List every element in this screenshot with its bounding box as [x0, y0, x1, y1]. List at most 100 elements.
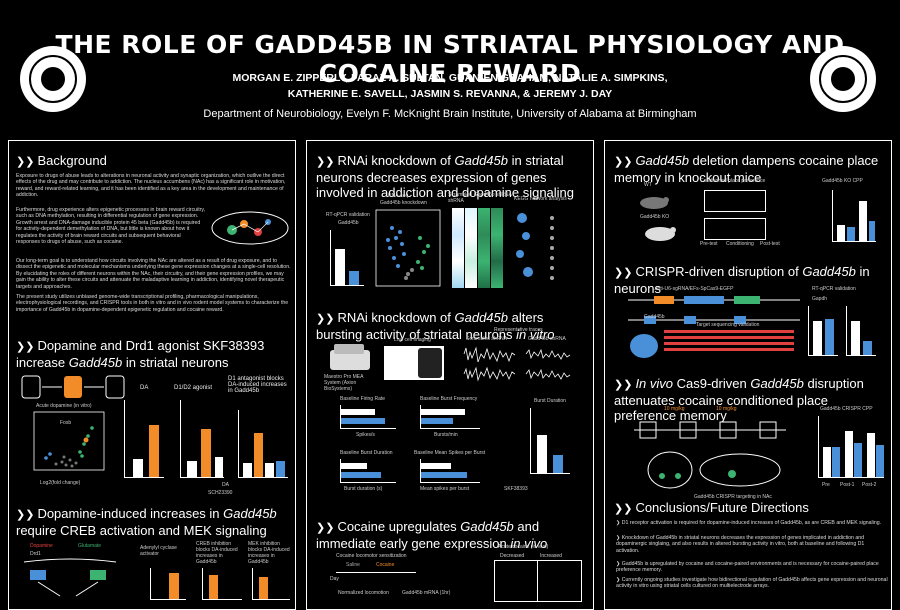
chart3-title: Baseline Burst Duration — [340, 450, 393, 456]
live-imaging-image — [384, 346, 444, 380]
rt-qpcr-label: RT-qPCR validation — [326, 212, 370, 218]
cpp-label: Conditioned place preference — [700, 178, 766, 184]
antagonist-bar-2 — [254, 433, 263, 477]
crispr-cpp-bar-1 — [823, 447, 831, 477]
chart3-bar-shrna — [341, 472, 381, 478]
representative-traces — [463, 346, 571, 382]
adenylyl-bar — [169, 573, 179, 599]
poster-title: THE ROLE OF GADD45B IN STRIATAL PHYSIOLO… — [55, 30, 845, 88]
chart4-bar-scrambled — [421, 463, 451, 469]
burst-duration-bar-shrna — [553, 455, 563, 473]
increased-label: Increased — [540, 553, 562, 559]
kegg-network-plot — [516, 213, 554, 280]
crispr-cpp-x1: Pre — [822, 482, 830, 488]
cpp-apparatus-2 — [704, 218, 766, 240]
cond-label: Conditioning — [726, 241, 754, 247]
live-imaging-label: Live cell imaging — [394, 337, 431, 343]
crispr-cpp-x2: Post-1 — [840, 482, 855, 488]
chart1-title: Baseline Firing Rate — [340, 396, 386, 402]
background-heading: ❯❯ Background — [16, 153, 107, 168]
mek-bar-axis — [252, 568, 290, 600]
cpp-apparatus — [704, 190, 766, 212]
targeting-label: Gadd45b CRISPR targeting in NAc — [694, 494, 772, 500]
authors-line-1: MORGAN E. ZIPPERLY, FARAZ A. SULTAN, GUA… — [232, 72, 668, 84]
gadd45b-crispr-bar-1 — [851, 321, 860, 355]
chart2-title: Baseline Burst Frequency — [420, 396, 478, 402]
creb-bar — [209, 575, 218, 599]
authors-line-2: KATHERINE E. SAVELL, JASMIN S. REVANNA, … — [287, 88, 613, 100]
adenylyl-bar-axis — [150, 568, 186, 600]
mea-device-image — [330, 344, 370, 370]
conclusion-item-4: ❯ Currently ongoing studies investigate … — [616, 577, 888, 590]
crispr-cpp-bar-3 — [845, 431, 853, 477]
trace-scrambled-label: Scrambled shRNA — [466, 336, 508, 342]
bursting-heading: ❯❯ RNAi knockdown of Gadd45b alters burst… — [316, 310, 555, 342]
chart1-xlabel: Spikes/s — [356, 432, 375, 438]
invivo-timeline-diagram — [634, 421, 786, 439]
brain-circuit-diagram — [211, 211, 289, 245]
da-row-label: DA — [222, 482, 229, 488]
conclusions-heading: ❯❯ Conclusions/Future Directions — [614, 500, 809, 515]
crispr-cpp-bar-5 — [867, 433, 875, 477]
antagonist-bar-4 — [276, 461, 285, 477]
adenylyl-label: Adenylyl cyclase activator — [140, 545, 177, 557]
chart4-axis — [420, 459, 480, 483]
da-bar-vehicle — [133, 459, 143, 477]
deletion-heading: ❯❯ Gadd45b deletion dampens cocaine place… — [614, 153, 879, 185]
dopamine-heading: ❯❯ Dopamine and Drd1 agonist SKF38393 inc… — [16, 338, 265, 370]
d1-agonist-label: D1/D2 agonist — [174, 385, 213, 391]
volcano-plot — [33, 411, 105, 471]
invivo-heading: ❯❯ In vivo Cas9-driven Gadd45b disruption… — [614, 376, 864, 423]
background-p3: Our long-term goal is to understand how … — [16, 258, 291, 290]
crispr-cpp-axis — [818, 416, 884, 478]
conclusion-item-3: ❯ Gadd45b is upregulated by cocaine and … — [616, 561, 879, 574]
kegg-label: KEGG network analysis — [514, 196, 567, 202]
acute-cocaine-plot — [494, 560, 582, 602]
background-p1: Exposure to drugs of abuse leads to alte… — [16, 173, 286, 199]
chart1-bar-scrambled — [341, 409, 375, 415]
gapdh-axis — [808, 306, 838, 356]
gapdh-bar-1 — [813, 321, 822, 355]
chart4-bar-shrna — [421, 472, 467, 478]
target-label: Gadd45b — [644, 314, 665, 320]
chart2-xlabel: Bursts/min — [434, 432, 458, 438]
cocaine-heading: ❯❯ Cocaine upregulates Gadd45b and immedi… — [316, 519, 548, 551]
acute-cocaine-label: Acute cocaine (in vivo) — [498, 544, 549, 550]
wt-label: WT — [644, 182, 652, 188]
chart1-bar-shrna — [341, 418, 385, 424]
saline-label: Saline — [346, 562, 360, 568]
d1-bar-agonist — [201, 429, 211, 477]
heatmap — [452, 208, 506, 288]
d1-bar-vehicle — [187, 461, 197, 477]
antagonist-bar-1 — [243, 463, 252, 477]
gadd45b-crispr-bar-2 — [863, 341, 872, 355]
trace-shrna-label: Gadd45b shRNA — [528, 336, 566, 342]
crispr-cpp-bar-2 — [832, 447, 840, 477]
crispr-construct-diagram — [628, 296, 800, 358]
creb-heading: ❯❯ Dopamine-induced increases in Gadd45b … — [16, 506, 277, 538]
sch-label: SCH23390 — [208, 490, 233, 496]
background-p2: Furthermore, drug experience alters epig… — [16, 207, 206, 246]
post-label: Post-test — [760, 241, 780, 247]
crispr-cpp-x3: Post-2 — [862, 482, 877, 488]
pre-label: Pre-test — [700, 241, 718, 247]
conclusion-item-1: ❯ D1 receptor activation is required for… — [616, 520, 882, 526]
heatmap-shrna: Gadd45b shRNA — [474, 192, 512, 198]
crispr-validation-label: RT-qPCR validation — [812, 286, 856, 292]
crispr-gapdh-label: Gapdh — [812, 296, 828, 302]
department: Department of Neurobiology, Evelyn F. Mc… — [203, 108, 697, 120]
background-p4: The present study utilizes unbiased geno… — [16, 294, 289, 313]
cocaine-label: Cocaine — [376, 562, 395, 568]
chart1-axis — [340, 405, 396, 429]
creb-drd1-label: Drd1 — [30, 551, 41, 557]
rnaseq-volcano-plot — [375, 209, 441, 287]
ko-cpp-bar-1 — [837, 225, 845, 241]
gadd45b-crispr-axis — [846, 306, 876, 356]
chart3-xlabel: Burst duration (s) — [344, 486, 383, 492]
chart2-axis — [420, 405, 480, 429]
mek-inhibition-label: MEK inhibition blocks DA-induced increas… — [248, 541, 290, 565]
sensitization-label: Cocaine locomotor sensitization — [336, 553, 407, 559]
uab-seal-left-icon — [20, 46, 86, 112]
ko-label: Gadd45b KO — [640, 214, 670, 220]
chart2-bar-shrna — [421, 418, 453, 424]
